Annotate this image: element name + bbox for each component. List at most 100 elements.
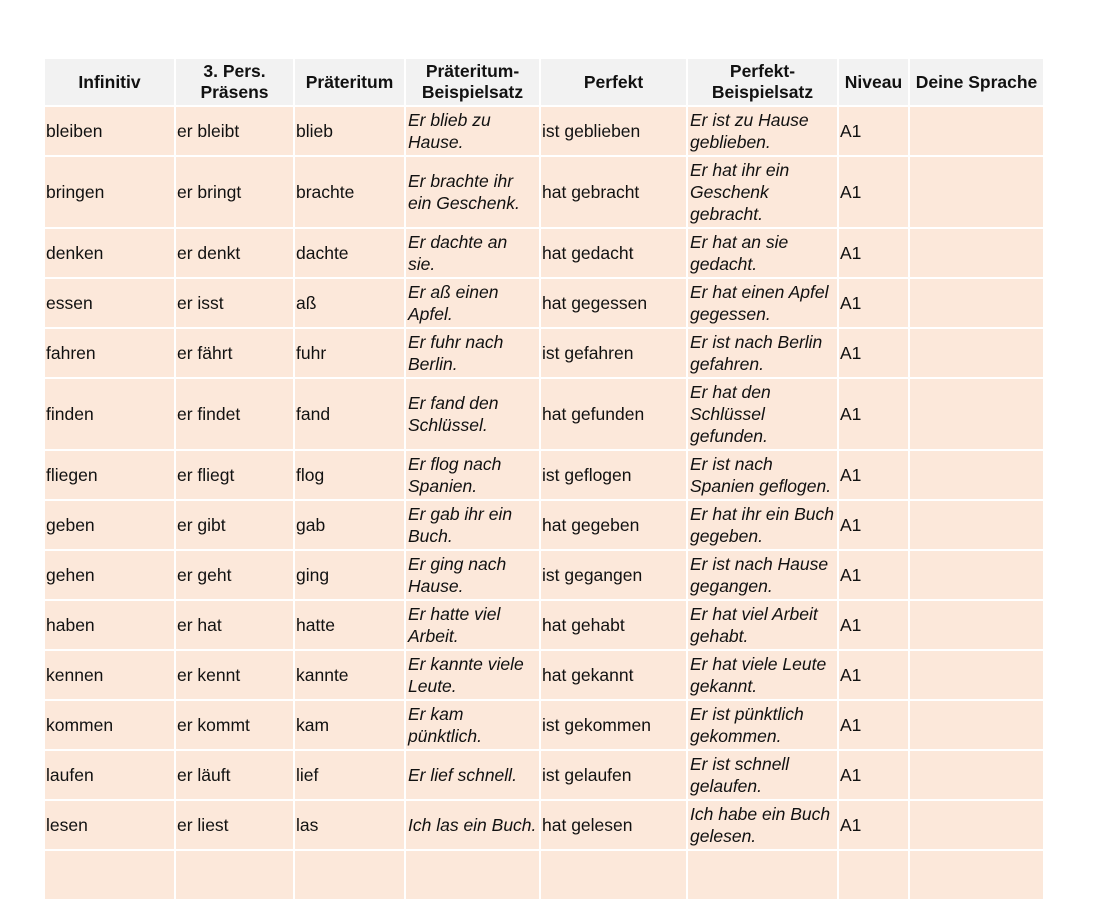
cell-praeteritum-beispiel: Er dachte an sie.	[406, 229, 539, 277]
cell-perfekt: hat gebracht	[541, 157, 686, 227]
cell-praesens: er bringt	[176, 157, 293, 227]
header-row: Infinitiv 3. Pers. Präsens Präteritum Präte…	[45, 59, 1043, 105]
cell-perfekt	[541, 851, 686, 899]
cell-perfekt-beispiel: Er ist schnell gelaufen.	[688, 751, 837, 799]
cell-praeteritum-beispiel: Er brachte ihr ein Geschenk.	[406, 157, 539, 227]
cell-praesens: er kennt	[176, 651, 293, 699]
cell-perfekt: hat gefunden	[541, 379, 686, 449]
cell-deine-sprache	[910, 651, 1043, 699]
verb-table: Infinitiv 3. Pers. Präsens Präteritum Präte…	[43, 57, 1045, 901]
cell-praeteritum: ging	[295, 551, 404, 599]
cell-perfekt-beispiel: Er hat einen Apfel gegessen.	[688, 279, 837, 327]
cell-niveau: A1	[839, 551, 908, 599]
cell-praeteritum-beispiel: Er flog nach Spanien.	[406, 451, 539, 499]
cell-praeteritum: dachte	[295, 229, 404, 277]
table-row: fliegen er fliegt flog Er flog nach Spanien…	[45, 451, 1043, 499]
cell-praeteritum: aß	[295, 279, 404, 327]
cell-perfekt: ist gekommen	[541, 701, 686, 749]
cell-perfekt: hat gehabt	[541, 601, 686, 649]
cell-perfekt-beispiel: Er ist pünktlich gekommen.	[688, 701, 837, 749]
cell-perfekt-beispiel: Er hat den Schlüssel gefunden.	[688, 379, 837, 449]
cell-niveau: A1	[839, 107, 908, 155]
cell-praesens: er denkt	[176, 229, 293, 277]
cell-deine-sprache	[910, 701, 1043, 749]
cell-perfekt-beispiel: Er ist zu Hause geblieben.	[688, 107, 837, 155]
cell-praesens: er hat	[176, 601, 293, 649]
cell-infinitiv: bringen	[45, 157, 174, 227]
table-row: bleiben er bleibt blieb Er blieb zu Hause. i…	[45, 107, 1043, 155]
cell-niveau: A1	[839, 701, 908, 749]
column-header-infinitiv: Infinitiv	[45, 59, 174, 105]
table-row: fahren er fährt fuhr Er fuhr nach Berlin. is…	[45, 329, 1043, 377]
column-header-praeteritum-beispiel: Präteritum-Beispielsatz	[406, 59, 539, 105]
table-row: essen er isst aß Er aß einen Apfel. hat gege…	[45, 279, 1043, 327]
cell-infinitiv: geben	[45, 501, 174, 549]
cell-perfekt: hat gedacht	[541, 229, 686, 277]
cell-praeteritum-beispiel: Er gab ihr ein Buch.	[406, 501, 539, 549]
cell-perfekt: ist geblieben	[541, 107, 686, 155]
column-header-deine-sprache: Deine Sprache	[910, 59, 1043, 105]
cell-deine-sprache	[910, 451, 1043, 499]
cell-perfekt: ist geflogen	[541, 451, 686, 499]
cell-praesens: er isst	[176, 279, 293, 327]
cell-perfekt-beispiel: Er hat viele Leute gekannt.	[688, 651, 837, 699]
cell-niveau	[839, 851, 908, 899]
cell-praeteritum-beispiel: Er ging nach Hause.	[406, 551, 539, 599]
cell-praesens: er kommt	[176, 701, 293, 749]
cell-deine-sprache	[910, 279, 1043, 327]
cell-perfekt: ist gegangen	[541, 551, 686, 599]
column-header-praeteritum: Präteritum	[295, 59, 404, 105]
cell-niveau: A1	[839, 229, 908, 277]
cell-praeteritum-beispiel: Er kannte viele Leute.	[406, 651, 539, 699]
cell-infinitiv: haben	[45, 601, 174, 649]
cell-infinitiv: gehen	[45, 551, 174, 599]
cell-deine-sprache	[910, 551, 1043, 599]
cell-deine-sprache	[910, 751, 1043, 799]
cell-praeteritum: fuhr	[295, 329, 404, 377]
table-row: geben er gibt gab Er gab ihr ein Buch. hat g…	[45, 501, 1043, 549]
cell-niveau: A1	[839, 501, 908, 549]
cell-niveau: A1	[839, 801, 908, 849]
cell-praesens: er findet	[176, 379, 293, 449]
cell-niveau: A1	[839, 157, 908, 227]
table-row: bringen er bringt brachte Er brachte ihr ei…	[45, 157, 1043, 227]
table-row	[45, 851, 1043, 899]
cell-praeteritum-beispiel: Er kam pünktlich.	[406, 701, 539, 749]
cell-deine-sprache	[910, 851, 1043, 899]
table-row: kommen er kommt kam Er kam pünktlich. ist ge…	[45, 701, 1043, 749]
cell-praeteritum-beispiel: Ich las ein Buch.	[406, 801, 539, 849]
cell-infinitiv: fliegen	[45, 451, 174, 499]
cell-infinitiv: fahren	[45, 329, 174, 377]
cell-praesens: er liest	[176, 801, 293, 849]
cell-perfekt-beispiel	[688, 851, 837, 899]
cell-perfekt-beispiel: Ich habe ein Buch gelesen.	[688, 801, 837, 849]
cell-perfekt: hat gekannt	[541, 651, 686, 699]
cell-infinitiv: kommen	[45, 701, 174, 749]
cell-infinitiv: kennen	[45, 651, 174, 699]
cell-praeteritum-beispiel: Er hatte viel Arbeit.	[406, 601, 539, 649]
cell-praeteritum: hatte	[295, 601, 404, 649]
cell-deine-sprache	[910, 107, 1043, 155]
cell-perfekt-beispiel: Er hat an sie gedacht.	[688, 229, 837, 277]
table-row: kennen er kennt kannte Er kannte viele Leut…	[45, 651, 1043, 699]
cell-praeteritum-beispiel: Er lief schnell.	[406, 751, 539, 799]
cell-praeteritum: lief	[295, 751, 404, 799]
column-header-niveau: Niveau	[839, 59, 908, 105]
cell-perfekt-beispiel: Er ist nach Hause gegangen.	[688, 551, 837, 599]
cell-deine-sprache	[910, 379, 1043, 449]
cell-praesens: er fliegt	[176, 451, 293, 499]
cell-praeteritum-beispiel: Er blieb zu Hause.	[406, 107, 539, 155]
column-header-perfekt-beispiel: Perfekt-Beispielsatz	[688, 59, 837, 105]
cell-praeteritum-beispiel: Er fand den Schlüssel.	[406, 379, 539, 449]
cell-deine-sprache	[910, 157, 1043, 227]
cell-niveau: A1	[839, 329, 908, 377]
cell-infinitiv	[45, 851, 174, 899]
cell-praeteritum: flog	[295, 451, 404, 499]
cell-praeteritum: brachte	[295, 157, 404, 227]
cell-perfekt-beispiel: Er hat ihr ein Buch gegeben.	[688, 501, 837, 549]
cell-perfekt: hat gegessen	[541, 279, 686, 327]
cell-praesens: er gibt	[176, 501, 293, 549]
cell-praeteritum: gab	[295, 501, 404, 549]
column-header-praesens: 3. Pers. Präsens	[176, 59, 293, 105]
cell-deine-sprache	[910, 601, 1043, 649]
